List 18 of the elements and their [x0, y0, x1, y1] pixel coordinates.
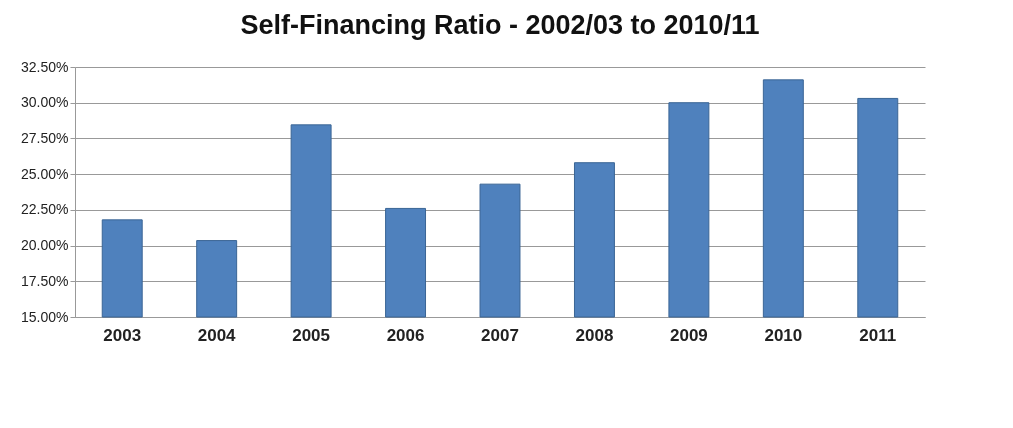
y-tick-label: 17.50% — [21, 272, 69, 289]
y-tick-label: 22.50% — [21, 201, 69, 218]
y-tick-label: 27.50% — [21, 129, 69, 146]
y-tick-label: 20.00% — [21, 237, 69, 254]
chart-title: Self-Financing Ratio - 2002/03 to 2010/11 — [240, 10, 760, 40]
x-tick-label: 2010 — [764, 325, 803, 345]
y-tick-label: 32.50% — [21, 58, 69, 75]
x-tick-label: 2011 — [859, 325, 897, 345]
x-tick-label: 2006 — [386, 325, 425, 345]
x-tick-label: 2009 — [669, 325, 708, 345]
y-tick-label: 15.00% — [21, 308, 69, 325]
x-tick-label: 2008 — [575, 325, 614, 345]
y-tick-label: 30.00% — [21, 94, 69, 111]
x-tick-label: 2003 — [103, 325, 142, 345]
x-tick-label: 2005 — [292, 325, 331, 345]
x-tick-label: 2004 — [197, 325, 237, 345]
x-tick-label: 2007 — [481, 325, 519, 345]
y-tick-label: 25.00% — [21, 165, 69, 182]
